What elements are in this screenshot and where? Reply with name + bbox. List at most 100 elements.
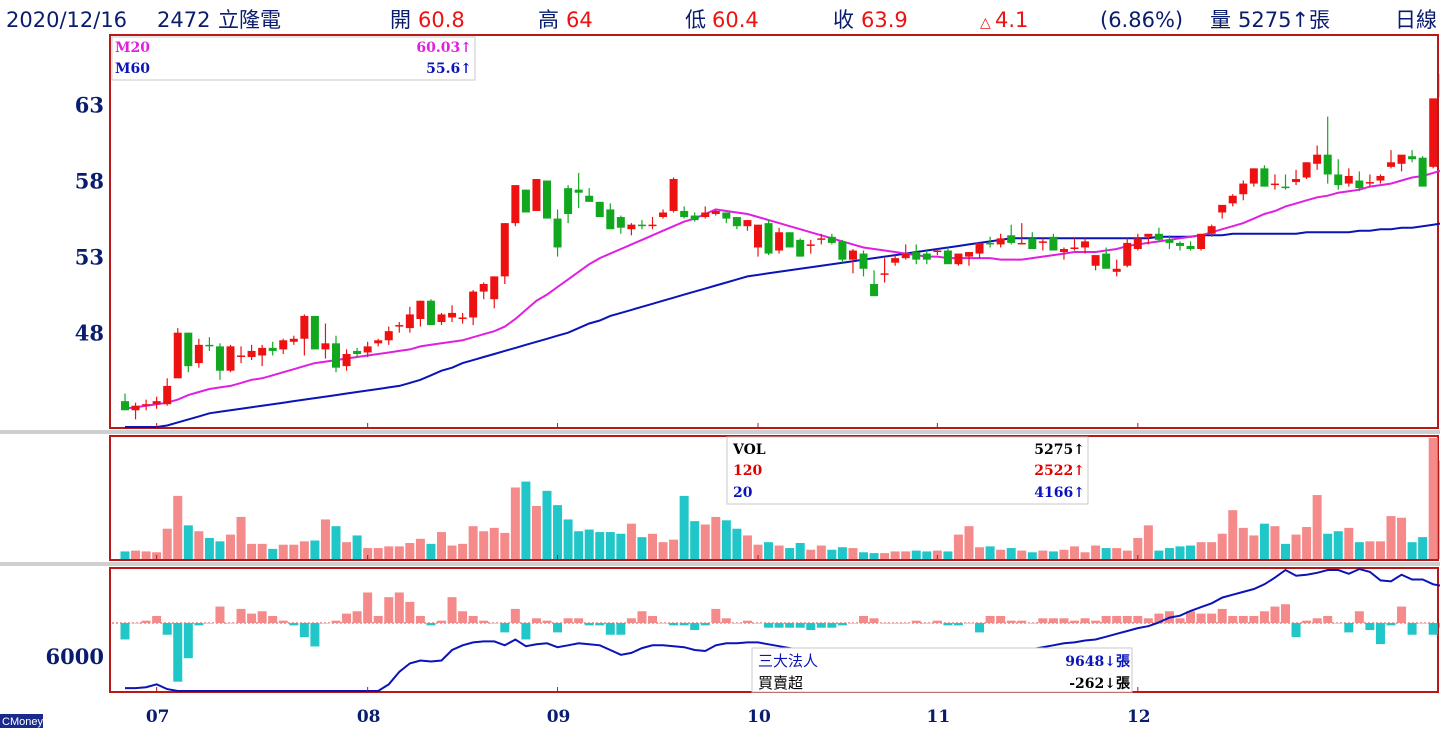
- volume-bar: [901, 551, 911, 559]
- ma20-line: [124, 169, 1440, 410]
- candle-body: [553, 218, 562, 248]
- net-buy-sell-bar: [605, 623, 615, 635]
- net-buy-sell-bar: [785, 623, 795, 628]
- candle-body: [1408, 156, 1417, 160]
- volume-bar: [1101, 548, 1111, 559]
- volume-bar: [764, 542, 774, 559]
- ma60-line: [125, 222, 1440, 428]
- candle-body: [986, 242, 995, 245]
- volume-bar: [1143, 525, 1153, 559]
- net-buy-sell-bar: [795, 623, 805, 628]
- volume-bar: [1217, 533, 1227, 559]
- net-buy-sell-bar: [1217, 608, 1227, 623]
- volume-bar: [827, 549, 837, 559]
- net-buy-sell-bar: [1259, 611, 1269, 623]
- institution-tick-label: 6000: [46, 644, 104, 669]
- volume-bar: [690, 521, 700, 559]
- month-label: 10: [747, 707, 771, 727]
- volume-bar: [1154, 550, 1164, 559]
- net-buy-sell-bar: [943, 623, 953, 626]
- candle-body: [1228, 195, 1237, 204]
- net-buy-sell-bar: [658, 623, 668, 624]
- net-buy-sell-bar: [1143, 618, 1153, 623]
- volume-bar: [310, 540, 320, 559]
- volume-bar: [1059, 549, 1069, 559]
- volume-bar: [120, 551, 130, 559]
- volume-panel-frame: [109, 435, 1439, 561]
- net-buy-sell-bar: [806, 623, 816, 631]
- close-label: 收: [833, 8, 854, 32]
- net-buy-sell-bar: [120, 623, 130, 640]
- candle-body: [1334, 174, 1343, 186]
- axis-layer: 63 58 53 48 6000 07 08 09 10 11 12: [46, 92, 1151, 727]
- volume-bar: [1333, 531, 1343, 559]
- net-buy-sell-bar: [405, 601, 415, 623]
- net-buy-sell-bar: [510, 608, 520, 623]
- net-buy-sell-bar: [742, 620, 752, 623]
- net-buy-sell-bar: [1386, 623, 1396, 626]
- candle-body: [1218, 204, 1227, 213]
- net-buy-sell-bar: [1344, 623, 1354, 633]
- candle-body: [1102, 253, 1111, 269]
- change-value: 4.1: [995, 8, 1028, 32]
- candle-body: [817, 238, 826, 240]
- vol120-label: 120: [733, 463, 762, 479]
- net-buy-sell-bar: [1397, 606, 1407, 623]
- net-buy-sell-bar: [1080, 618, 1090, 623]
- net-buy-sell-bar: [310, 623, 320, 647]
- period-label: 日線: [1395, 8, 1437, 32]
- net-buy-sell-bar: [637, 611, 647, 623]
- candle-body: [215, 346, 224, 371]
- net-buy-sell-bar: [141, 620, 151, 623]
- volume-bar: [489, 527, 499, 559]
- candle-body: [310, 315, 319, 350]
- net-buy-sell-bar: [1122, 615, 1132, 623]
- candle-body: [1091, 255, 1100, 266]
- net-buy-sell-bar: [1365, 623, 1375, 631]
- net-buy-sell-bar: [764, 623, 774, 628]
- net-buy-sell-bar: [363, 592, 373, 623]
- net-buy-sell-bar: [1017, 620, 1027, 623]
- volume-bar: [299, 541, 309, 559]
- volume-bar: [215, 541, 225, 559]
- volume-bar: [320, 519, 330, 559]
- volume-bar: [331, 526, 341, 559]
- volume-bar: [648, 533, 657, 559]
- candle-body: [637, 224, 646, 227]
- candle-body: [142, 404, 151, 406]
- candle-body: [1207, 226, 1216, 234]
- net-buy-sell-bar: [1333, 623, 1343, 624]
- candle-body: [1239, 183, 1248, 195]
- candle-body: [796, 239, 805, 257]
- volume-bar: [1112, 548, 1122, 559]
- candle-body: [1186, 245, 1195, 249]
- volume-bar: [795, 543, 805, 559]
- net-buy-sell-bar: [131, 623, 141, 624]
- volume-bar: [1207, 542, 1217, 559]
- net-buy-sell-bar: [394, 592, 404, 623]
- candle-body: [912, 252, 921, 260]
- volume-bar: [1386, 516, 1396, 559]
- candle-body: [184, 332, 193, 367]
- candle-body: [1144, 233, 1153, 237]
- price-layer: [121, 74, 1440, 428]
- volume-bar: [542, 490, 552, 559]
- candle-body: [1313, 154, 1322, 164]
- open-label: 開: [390, 8, 411, 32]
- candle-body: [458, 317, 467, 319]
- candle-body: [1028, 238, 1037, 249]
- panel-divider-2: [0, 562, 1440, 566]
- candle-body: [722, 212, 731, 219]
- ma-legend-box: [111, 36, 476, 81]
- institution-legend: 三大法人 9648↓張 買賣超 -262↓張: [751, 647, 1133, 693]
- volume-bar: [458, 543, 468, 559]
- net-buy-sell-bar: [479, 620, 489, 623]
- candle-body: [996, 238, 1005, 245]
- volume-bar: [1038, 550, 1048, 559]
- candle-body: [353, 350, 362, 354]
- ma-legend: M20 60.03↑ M60 55.6↑: [111, 36, 476, 81]
- volume-bar: [141, 551, 151, 559]
- vol20-value: 4166↑: [1034, 485, 1085, 501]
- candle-body: [1197, 233, 1206, 249]
